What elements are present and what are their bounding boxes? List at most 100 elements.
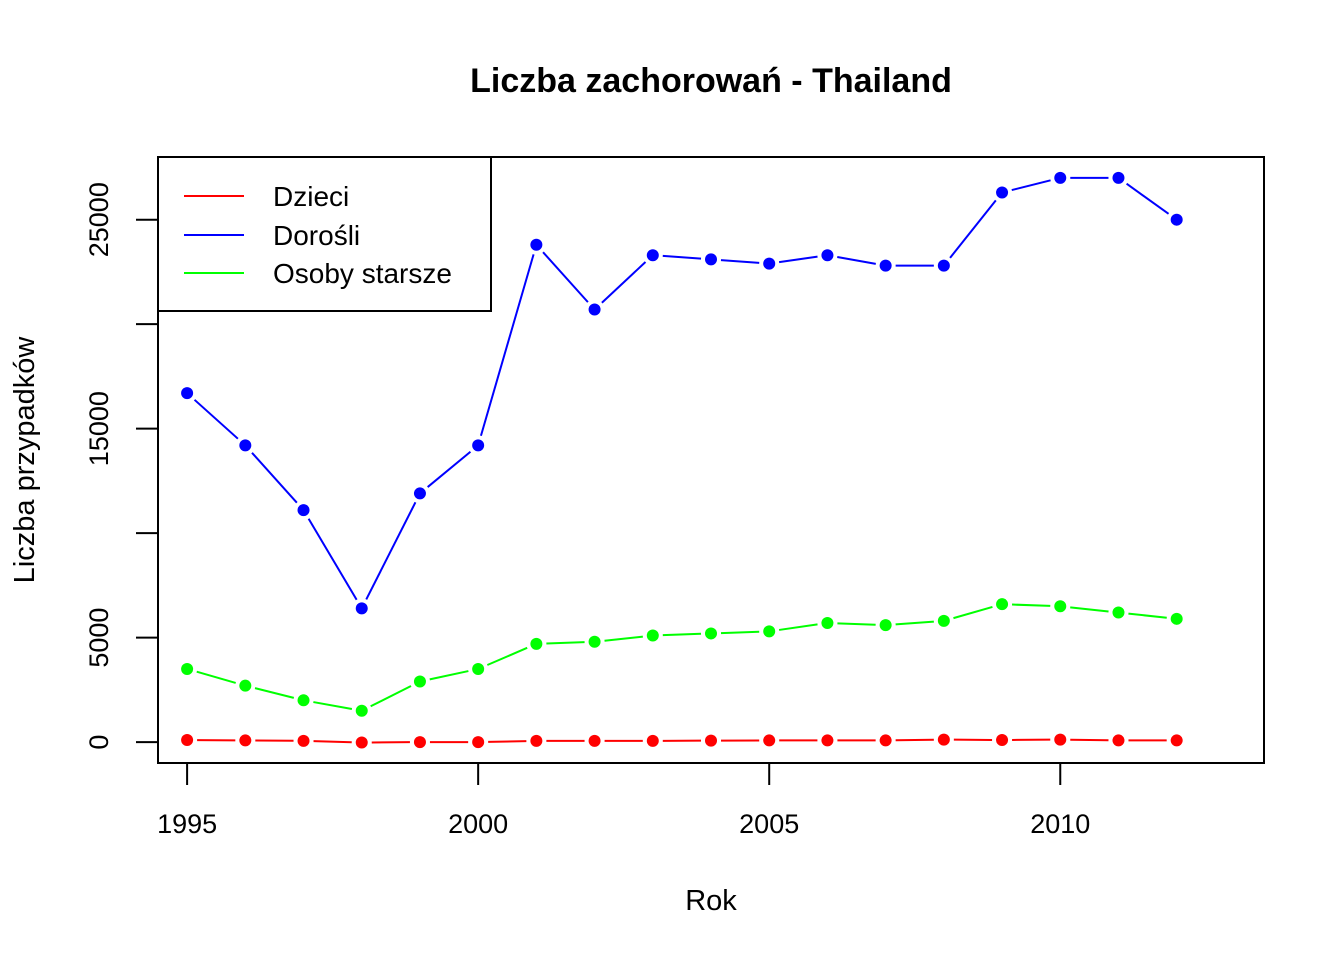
data-point [355, 602, 368, 615]
data-point [530, 734, 543, 747]
y-tick-label: 0 [84, 735, 114, 750]
series-segment [1070, 738, 1109, 742]
x-axis-label: Rok [685, 885, 737, 917]
series-segment [1012, 603, 1051, 607]
data-point [530, 637, 543, 650]
legend-label-osoby-starsze: Osoby starsze [273, 258, 452, 289]
series-segment [662, 254, 702, 260]
series-segment [196, 670, 236, 684]
x-axis: 1995 2000 2005 2010 [157, 762, 1090, 839]
data-point [239, 439, 252, 452]
data-point [1170, 213, 1183, 226]
series-segment [837, 255, 876, 265]
series-segment [953, 605, 993, 620]
data-point [413, 675, 426, 688]
data-point [879, 734, 892, 747]
data-point [996, 734, 1009, 747]
series-segment [365, 501, 417, 600]
series-segment [778, 255, 818, 264]
data-point [879, 259, 892, 272]
x-tick-label: 1995 [157, 809, 217, 839]
data-point [763, 734, 776, 747]
data-point [763, 625, 776, 638]
data-point [937, 733, 950, 746]
legend: Dzieci Dorośli Osoby starsze [157, 156, 492, 312]
data-point [588, 635, 601, 648]
data-point [472, 736, 485, 749]
series-segment [662, 632, 702, 637]
series-segment [429, 670, 469, 681]
series-segment [193, 399, 239, 440]
data-point [705, 627, 717, 640]
data-point [1054, 600, 1067, 613]
y-tick-label: 15000 [84, 391, 114, 466]
series-segment [720, 259, 760, 264]
data-point [937, 259, 950, 272]
y-axis-label: Liczba przypadków [9, 336, 41, 584]
series-segment [778, 623, 818, 631]
data-point [588, 734, 601, 747]
data-point [821, 249, 834, 262]
series-segment [837, 622, 876, 626]
series-segment [1126, 182, 1170, 215]
data-point [996, 598, 1009, 611]
data-point [1112, 171, 1125, 184]
x-tick-label: 2005 [739, 809, 799, 839]
data-point [1054, 171, 1067, 184]
data-point [413, 487, 426, 500]
series-segment [895, 620, 934, 626]
chart-title: Liczba zachorowań - Thailand [470, 62, 952, 100]
data-point [646, 249, 659, 262]
x-tick-label: 2010 [1030, 809, 1090, 839]
data-point [530, 238, 543, 251]
data-point [355, 704, 368, 717]
data-point [297, 694, 310, 707]
series-segment [949, 199, 997, 259]
y-axis: 0 5000 15000 25000 [84, 182, 159, 750]
data-point [239, 679, 252, 692]
series-1 [181, 171, 1183, 615]
series-segment [1011, 179, 1051, 192]
series-0 [181, 733, 1183, 749]
data-point [821, 734, 834, 747]
data-point [588, 303, 601, 316]
series-segment [604, 635, 643, 642]
series-segment [488, 740, 527, 743]
series-segment [1070, 606, 1109, 613]
data-point [705, 253, 717, 266]
series-segment [370, 685, 412, 708]
x-tick-label: 2000 [448, 809, 508, 839]
series-segment [313, 740, 352, 744]
data-point [1112, 734, 1125, 747]
data-point [646, 629, 659, 642]
series-segment [313, 701, 353, 710]
series-segment [542, 251, 589, 303]
series-segment [251, 452, 298, 504]
data-point [646, 734, 659, 747]
data-point [297, 734, 310, 747]
data-point [239, 734, 252, 747]
data-point [821, 616, 834, 629]
series-segment [486, 646, 528, 666]
series-segment [307, 518, 358, 601]
series-layer [181, 171, 1183, 749]
data-point [879, 619, 892, 632]
data-point [297, 504, 310, 517]
series-segment [427, 450, 472, 488]
data-point [1112, 606, 1125, 619]
data-point [1054, 733, 1067, 746]
series-segment [720, 630, 760, 635]
data-point [705, 734, 717, 747]
data-point [413, 736, 426, 749]
data-point [1170, 734, 1183, 747]
data-point [763, 257, 776, 270]
series-2 [181, 598, 1183, 717]
series-segment [546, 641, 585, 645]
data-point [181, 734, 194, 747]
data-point [181, 387, 194, 400]
y-tick-label: 25000 [84, 182, 114, 257]
data-point [937, 614, 950, 627]
legend-label-dzieci: Dzieci [273, 181, 349, 212]
series-segment [479, 254, 535, 437]
